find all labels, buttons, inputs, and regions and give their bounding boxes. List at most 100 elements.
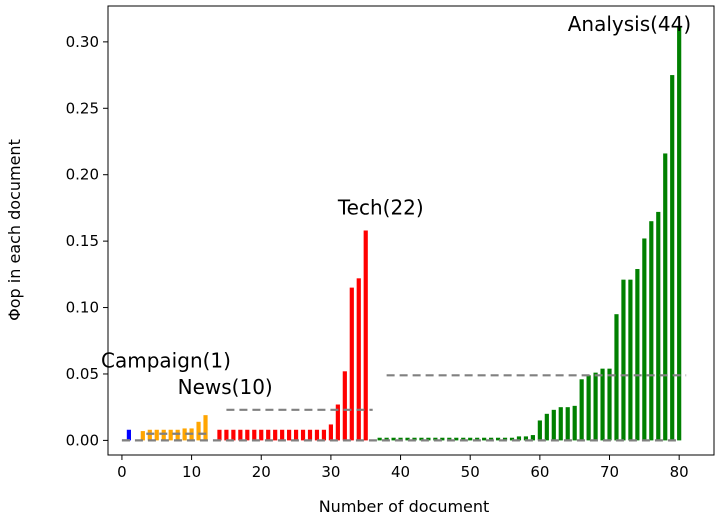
group-annotation-2: Tech(22) [337, 196, 424, 220]
bars-layer [126, 27, 682, 441]
bar-s3-x78 [663, 153, 668, 441]
bar-s2-x33 [349, 287, 354, 441]
bar-s3-x79 [670, 75, 675, 441]
bar-s3-x56 [509, 437, 515, 441]
bar-s3-x59 [530, 435, 535, 441]
bar-s3-x77 [656, 211, 661, 441]
bar-s2-x21 [266, 429, 271, 441]
bar-s2-x30 [328, 424, 333, 441]
bar-s1-x6 [161, 429, 166, 441]
bar-s3-x74 [635, 269, 640, 441]
bar-s3-x75 [642, 238, 647, 441]
x-tick-label-70: 70 [600, 463, 619, 481]
bar-s3-x40 [398, 437, 403, 441]
group-annotation-1: News(10) [178, 375, 273, 399]
bar-s3-x72 [621, 279, 626, 441]
bar-s3-x43 [419, 437, 424, 441]
bar-s1-x8 [175, 429, 180, 441]
bar-s2-x28 [314, 429, 320, 441]
bar-s3-x53 [489, 437, 494, 441]
bar-s2-x14 [217, 429, 222, 441]
x-tick-label-0: 0 [117, 463, 127, 481]
bar-s3-x73 [628, 279, 633, 441]
bar-s3-x38 [384, 437, 389, 441]
bar-s3-x69 [600, 368, 605, 441]
bar-s3-x63 [558, 407, 563, 441]
bar-s3-x76 [649, 221, 654, 441]
bar-s1-x11 [196, 421, 201, 441]
bar-s1-x12 [203, 415, 208, 441]
bar-s2-x23 [280, 429, 285, 441]
y-tick-label-1: 0.05 [66, 365, 99, 383]
bar-s3-x71 [614, 314, 619, 441]
bar-s3-x39 [391, 437, 396, 441]
bar-s2-x20 [259, 429, 264, 441]
bar-s3-x51 [475, 437, 480, 441]
bar-s2-x15 [224, 429, 229, 441]
bar-s2-x35 [363, 230, 368, 441]
bar-s3-x52 [482, 437, 487, 441]
x-tick-label-20: 20 [252, 463, 271, 481]
bar-s3-x37 [377, 437, 382, 441]
bar-s2-x26 [300, 429, 306, 441]
bar-s1-x4 [147, 429, 152, 441]
bar-s3-x61 [544, 413, 549, 441]
bar-s3-x41 [405, 437, 410, 441]
x-tick-label-40: 40 [391, 463, 410, 481]
bar-s3-x54 [495, 437, 501, 441]
x-tick-label-50: 50 [461, 463, 480, 481]
group-annotation-3: Analysis(44) [568, 12, 691, 36]
bar-s1-x5 [154, 429, 159, 441]
bar-s2-x31 [335, 404, 340, 441]
bar-s3-x44 [426, 437, 431, 441]
bar-s3-x68 [593, 372, 598, 441]
bar-s2-x17 [238, 429, 243, 441]
bar-s3-x47 [447, 437, 452, 441]
y-axis-label: Φop in each document [5, 139, 24, 321]
bar-s3-x58 [523, 436, 529, 441]
bar-s3-x45 [433, 437, 438, 441]
x-tick-label-30: 30 [321, 463, 340, 481]
bar-s2-x27 [307, 429, 313, 441]
bar-s2-x24 [287, 429, 292, 441]
x-axis: 0 10 20 30 40 50 60 70 80 [117, 455, 689, 481]
y-tick-label-2: 0.10 [66, 299, 99, 317]
bar-s2-x34 [356, 278, 361, 441]
bar-s1-x7 [168, 429, 173, 441]
bar-s3-x46 [440, 437, 445, 441]
bar-s3-x70 [607, 368, 612, 441]
bar-s3-x65 [572, 405, 577, 441]
bar-s3-x42 [412, 437, 417, 441]
bar-s3-x62 [551, 409, 556, 441]
bar-s3-x48 [454, 437, 459, 441]
y-tick-label-6: 0.30 [66, 33, 99, 51]
bar-s2-x29 [321, 429, 327, 441]
y-tick-label-4: 0.20 [66, 166, 99, 184]
bar-s3-x64 [565, 407, 570, 441]
annotations-layer: Campaign(1) News(10) Tech(22) Analysis(44) [101, 12, 691, 399]
bar-s1-x9 [182, 428, 187, 441]
bar-s3-x57 [516, 436, 522, 441]
x-tick-label-10: 10 [182, 463, 201, 481]
x-axis-label: Number of document [319, 497, 490, 516]
bar-s2-x22 [273, 429, 278, 441]
y-tick-label-0: 0.00 [66, 431, 99, 449]
bar-s3-x55 [502, 437, 508, 441]
bar-s2-x16 [231, 429, 236, 441]
bar-s3-x80 [677, 27, 682, 441]
bar-s2-x25 [293, 429, 299, 441]
bar-s2-x19 [252, 429, 257, 441]
y-tick-label-3: 0.15 [66, 232, 99, 250]
bar-s2-x18 [245, 429, 250, 441]
bar-s3-x67 [586, 375, 591, 441]
plot-frame [107, 5, 715, 456]
bar-s3-x50 [468, 437, 473, 441]
group-annotation-0: Campaign(1) [101, 348, 231, 372]
bar-s3-x66 [579, 379, 584, 441]
bar-s3-x49 [461, 437, 466, 441]
y-tick-label-5: 0.25 [66, 99, 99, 117]
y-axis: 0.00 0.05 0.10 0.15 0.20 0.25 0.30 [66, 33, 108, 449]
bar-s0-x1 [126, 429, 131, 441]
mean-lines-layer [121, 374, 687, 442]
bar-s1-x3 [140, 431, 145, 441]
